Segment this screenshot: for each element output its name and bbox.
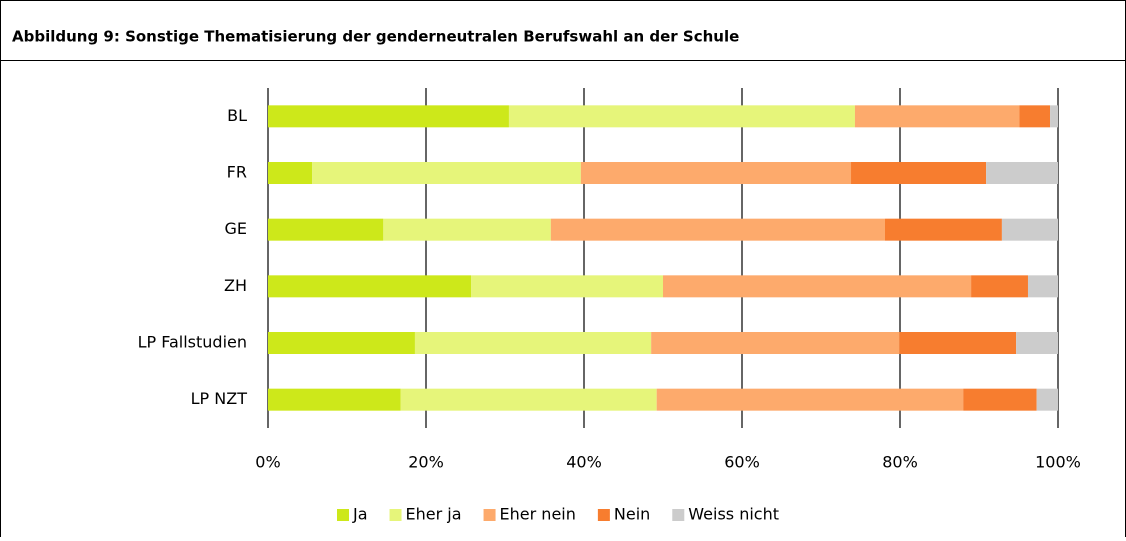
- bar-segment: [471, 275, 663, 298]
- legend-swatch: [672, 509, 685, 521]
- bar-segment: [508, 105, 855, 128]
- bar-segment: [268, 218, 384, 241]
- bar-segment: [651, 332, 900, 354]
- y-tick-label: GE: [224, 219, 247, 238]
- bar-segment: [383, 218, 551, 241]
- bar-segment: [268, 162, 313, 184]
- bar-segment: [986, 162, 1058, 184]
- bar-segment: [400, 388, 657, 411]
- bar-segment: [1019, 105, 1051, 128]
- bar-segment: [1027, 275, 1058, 298]
- bar-segment: [854, 105, 1020, 128]
- bar-segment: [1001, 218, 1058, 241]
- legend-label: Weiss nicht: [688, 505, 779, 524]
- bar-segment: [268, 275, 472, 298]
- bar-segment: [580, 162, 852, 184]
- bar-segment: [851, 162, 987, 184]
- bar-segment: [414, 332, 652, 354]
- x-tick-label: 80%: [882, 453, 918, 472]
- bar-segment: [1016, 332, 1058, 354]
- bar-segment: [656, 388, 964, 411]
- bar-segment: [268, 388, 401, 411]
- x-tick-label: 60%: [724, 453, 760, 472]
- y-tick-label: LP NZT: [191, 389, 248, 408]
- legend-swatch: [483, 509, 496, 521]
- bar-segment: [268, 105, 509, 128]
- legend-swatch: [337, 509, 349, 521]
- legend-label: Eher nein: [500, 505, 576, 524]
- legend-swatch: [389, 509, 402, 521]
- bar-segment: [963, 388, 1037, 411]
- bar-segment: [1050, 105, 1058, 128]
- bar-segment: [899, 332, 1017, 354]
- y-tick-label: BL: [227, 106, 247, 125]
- y-tick-label: LP Fallstudien: [138, 333, 247, 352]
- x-tick-label: 40%: [566, 453, 602, 472]
- bar-segment: [312, 162, 581, 184]
- bar-segment: [663, 275, 972, 298]
- bar-segment: [268, 332, 415, 354]
- legend-label: Ja: [352, 505, 368, 524]
- legend-label: Eher ja: [406, 505, 462, 524]
- y-tick-label: ZH: [224, 276, 247, 295]
- bar-segment: [971, 275, 1028, 298]
- x-tick-label: 0%: [255, 453, 280, 472]
- x-tick-label: 100%: [1035, 453, 1081, 472]
- bar-segment: [550, 218, 885, 241]
- chart-title: Abbildung 9: Sonstige Thematisierung der…: [12, 28, 739, 46]
- legend-label: Nein: [614, 505, 650, 524]
- x-tick-label: 20%: [408, 453, 444, 472]
- legend-swatch: [597, 509, 610, 521]
- y-tick-label: FR: [227, 163, 247, 182]
- bar-segment: [884, 218, 1002, 241]
- bar-segment: [1036, 388, 1058, 411]
